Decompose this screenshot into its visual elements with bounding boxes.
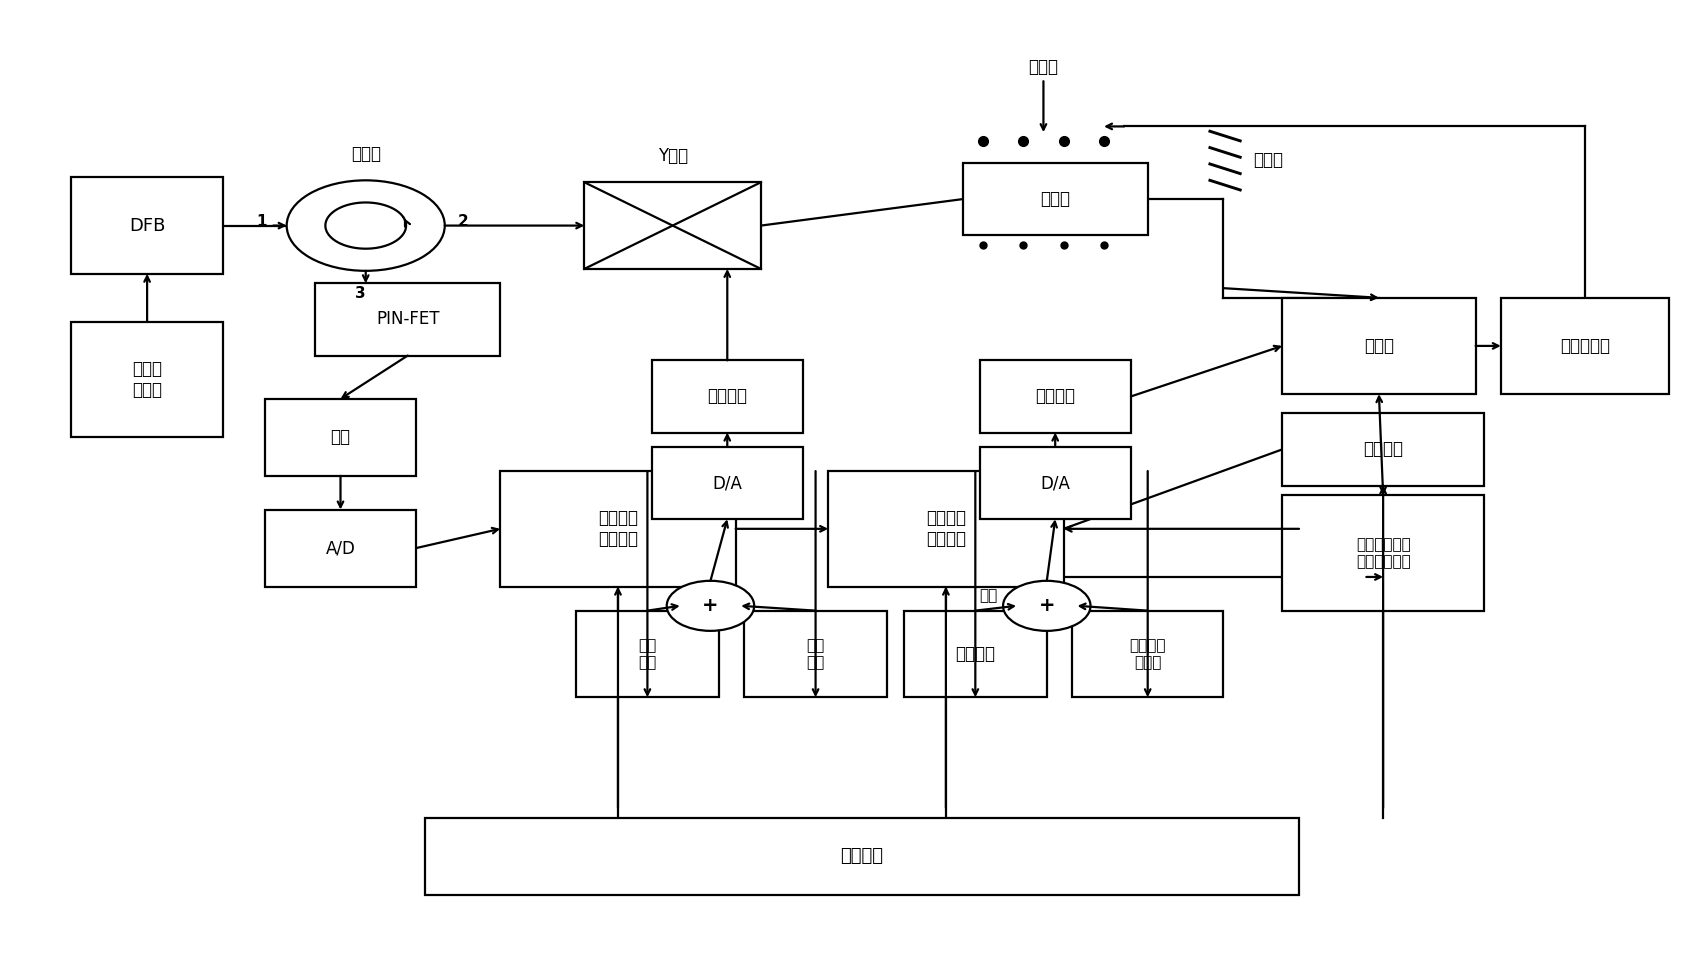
Text: 反馈
相移: 反馈 相移: [806, 638, 824, 670]
FancyBboxPatch shape: [584, 183, 760, 269]
FancyBboxPatch shape: [500, 471, 735, 586]
Text: DFB: DFB: [128, 217, 166, 235]
Text: 模拟放大: 模拟放大: [1035, 387, 1074, 406]
Text: 控制时序: 控制时序: [839, 847, 883, 865]
Text: PIN-FET: PIN-FET: [375, 311, 439, 328]
Text: 螺线管: 螺线管: [1029, 58, 1057, 77]
Text: 模拟放大: 模拟放大: [708, 387, 747, 406]
FancyBboxPatch shape: [265, 399, 415, 476]
FancyBboxPatch shape: [71, 178, 223, 274]
FancyBboxPatch shape: [980, 447, 1130, 519]
FancyBboxPatch shape: [316, 284, 500, 355]
FancyBboxPatch shape: [1282, 495, 1483, 611]
FancyBboxPatch shape: [1282, 414, 1483, 486]
FancyBboxPatch shape: [904, 611, 1045, 697]
Text: Y波导: Y波导: [657, 147, 687, 165]
FancyBboxPatch shape: [980, 360, 1130, 432]
FancyBboxPatch shape: [963, 163, 1147, 235]
Text: 光源驱
动电路: 光源驱 动电路: [132, 360, 162, 399]
Text: 反射镜: 反射镜: [1253, 151, 1284, 169]
Text: 加法器: 加法器: [1363, 337, 1393, 355]
FancyBboxPatch shape: [1071, 611, 1223, 697]
Text: 环行器: 环行器: [351, 145, 380, 163]
FancyBboxPatch shape: [652, 360, 802, 432]
Text: 螺线管驱动: 螺线管驱动: [1559, 337, 1610, 355]
Text: +: +: [703, 596, 718, 616]
Text: A/D: A/D: [326, 539, 355, 557]
Text: D/A: D/A: [1040, 474, 1069, 492]
FancyBboxPatch shape: [652, 447, 802, 519]
Text: 偏置磁场: 偏置磁场: [954, 645, 995, 663]
Text: 2: 2: [458, 215, 468, 229]
Text: 同步时钟: 同步时钟: [1363, 441, 1402, 458]
FancyBboxPatch shape: [828, 471, 1062, 586]
FancyBboxPatch shape: [576, 611, 718, 697]
Text: 输出: 输出: [980, 588, 997, 604]
Text: 磁归零反
馈相移: 磁归零反 馈相移: [1128, 638, 1165, 670]
Circle shape: [667, 581, 753, 631]
Text: 1: 1: [255, 215, 267, 229]
Text: 磁场信号
相关解调: 磁场信号 相关解调: [926, 510, 966, 549]
FancyBboxPatch shape: [265, 510, 415, 586]
FancyBboxPatch shape: [1282, 298, 1474, 394]
Text: 相位漂移
相关解调: 相位漂移 相关解调: [598, 510, 638, 549]
Text: 高频正弦调制
磁场发生装置: 高频正弦调制 磁场发生装置: [1355, 537, 1410, 569]
FancyBboxPatch shape: [424, 818, 1299, 894]
Circle shape: [1003, 581, 1089, 631]
Text: 换能器: 换能器: [1040, 190, 1069, 208]
Text: 前放: 前放: [331, 428, 350, 447]
FancyBboxPatch shape: [743, 611, 887, 697]
FancyBboxPatch shape: [71, 321, 223, 437]
Text: D/A: D/A: [713, 474, 741, 492]
Circle shape: [287, 181, 444, 271]
Text: 3: 3: [355, 286, 367, 301]
FancyBboxPatch shape: [1500, 298, 1669, 394]
Text: 调制
方波: 调制 方波: [638, 638, 655, 670]
Text: +: +: [1039, 596, 1054, 616]
